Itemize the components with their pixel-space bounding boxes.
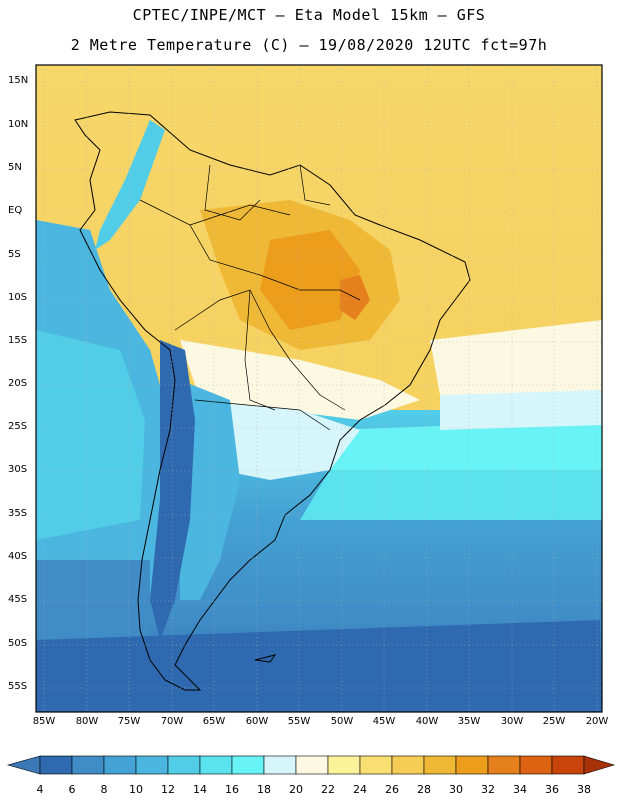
lon-label: 40W	[415, 716, 439, 727]
colorbar-segment	[391, 755, 425, 775]
colorbar-segment	[39, 755, 73, 775]
lat-label: 5N	[8, 162, 22, 173]
lat-label: 15S	[8, 335, 28, 346]
lat-label: 30S	[8, 464, 28, 475]
lon-label: 70W	[160, 716, 184, 727]
colorbar-segment	[199, 755, 233, 775]
colorbar-label: 34	[513, 783, 527, 796]
colorbar-label: 10	[129, 783, 143, 796]
lat-label: 25S	[8, 421, 28, 432]
temperature-field	[36, 65, 602, 712]
lat-label: 45S	[8, 594, 28, 605]
colorbar-segment	[327, 755, 361, 775]
colorbar-label: 24	[353, 783, 367, 796]
colorbar-segment	[231, 755, 265, 775]
colorbar-label: 26	[385, 783, 399, 796]
colorbar-max-arrow	[583, 755, 616, 775]
colorbar-label: 32	[481, 783, 495, 796]
colorbar-label: 8	[100, 783, 108, 796]
colorbar-label: 12	[161, 783, 175, 796]
colorbar-label: 16	[225, 783, 239, 796]
colorbar-label: 38	[577, 783, 591, 796]
lat-label: 20S	[8, 378, 28, 389]
colorbar-segment	[519, 755, 553, 775]
colorbar-label: 28	[417, 783, 431, 796]
colorbar-segment	[295, 755, 329, 775]
map-frame	[35, 64, 603, 713]
lon-label: 75W	[117, 716, 141, 727]
lat-label: 10N	[8, 119, 29, 130]
lon-label: 35W	[457, 716, 481, 727]
colorbar-segment	[103, 755, 137, 775]
colorbar-min-arrow	[6, 755, 41, 775]
map-title-line1: CPTEC/INPE/MCT — Eta Model 15km — GFS	[132, 6, 486, 24]
lon-label: 20W	[585, 716, 609, 727]
lat-label: 40S	[8, 551, 28, 562]
colorbar-label: 36	[545, 783, 559, 796]
lon-label: 65W	[202, 716, 226, 727]
lat-label: 50S	[8, 638, 28, 649]
colorbar-label: 20	[289, 783, 303, 796]
lon-label: 30W	[500, 716, 524, 727]
colorbar-label: 22	[321, 783, 335, 796]
lon-label: 80W	[75, 716, 99, 727]
lat-label: 5S	[8, 249, 21, 260]
colorbar-segment	[487, 755, 521, 775]
colorbar-segment	[263, 755, 297, 775]
lat-label: 10S	[8, 292, 28, 303]
colorbar-label: 6	[68, 783, 76, 796]
coastline	[74, 111, 471, 691]
country-borders	[139, 164, 361, 431]
colorbar-label: 4	[36, 783, 44, 796]
lon-label: 60W	[245, 716, 269, 727]
lat-label: 15N	[8, 75, 29, 86]
colorbar-label: 18	[257, 783, 271, 796]
colorbar-label: 30	[449, 783, 463, 796]
lat-label: EQ	[8, 205, 23, 216]
colorbar-segment	[551, 755, 585, 775]
colorbar-label: 14	[193, 783, 207, 796]
lon-label: 55W	[287, 716, 311, 727]
colorbar	[6, 755, 616, 775]
colorbar-segment	[423, 755, 457, 775]
lat-label: 35S	[8, 508, 28, 519]
colorbar-segment	[455, 755, 489, 775]
colorbar-segment	[359, 755, 393, 775]
lat-label: 55S	[8, 681, 28, 692]
lon-label: 50W	[330, 716, 354, 727]
map-title-line2: 2 Metre Temperature (C) — 19/08/2020 12U…	[70, 36, 548, 54]
colorbar-segment	[167, 755, 201, 775]
lon-label: 25W	[542, 716, 566, 727]
lon-label: 85W	[32, 716, 56, 727]
lon-label: 45W	[372, 716, 396, 727]
colorbar-segment	[71, 755, 105, 775]
colorbar-segment	[135, 755, 169, 775]
